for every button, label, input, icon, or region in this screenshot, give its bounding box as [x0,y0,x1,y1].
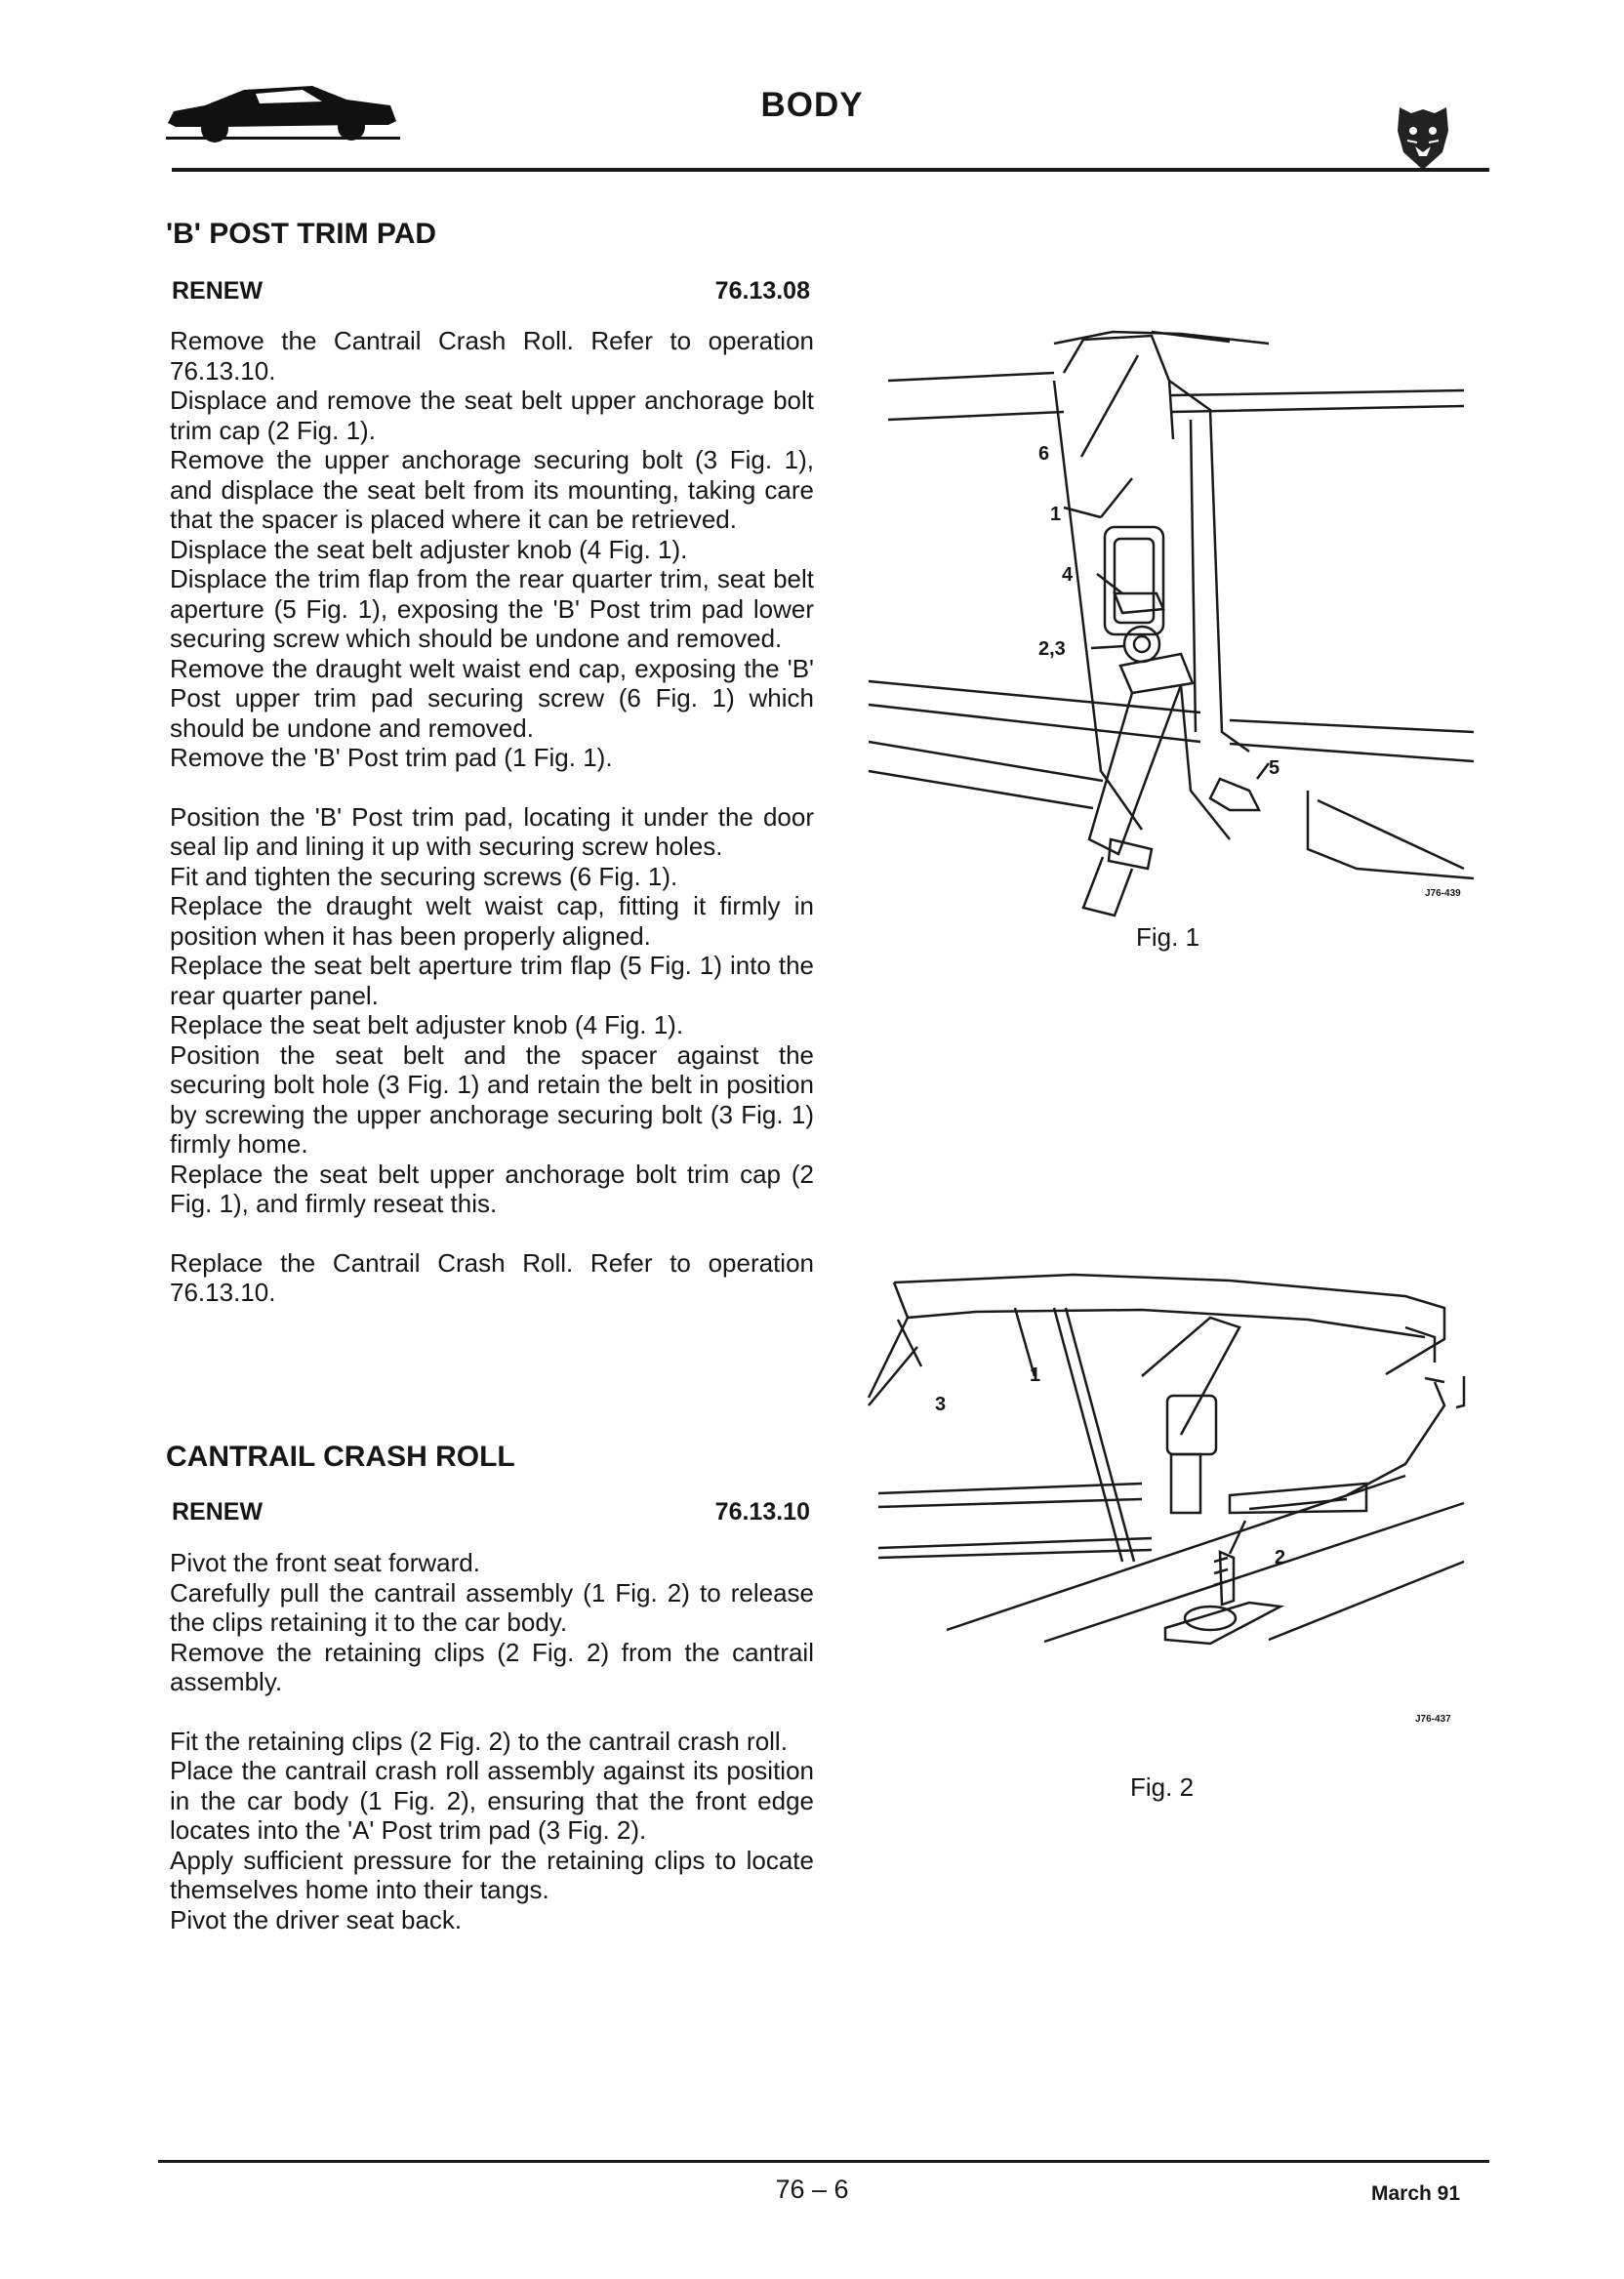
instruction-line: Apply sufficient pressure for the retain… [170,1845,814,1905]
figure-1-callout: 6 [1038,443,1050,465]
section-title-b-post: 'B' POST TRIM PAD [166,218,437,250]
section-subrow-b-post: RENEW 76.13.08 [172,277,810,305]
instruction-line: Remove the upper anchorage securing bolt… [170,445,814,534]
figure-1-callout: 1 [1050,504,1062,525]
jaguar-head-icon [1398,107,1448,170]
figure-1-callout: 5 [1269,757,1280,779]
instruction-line: Place the cantrail crash roll assembly a… [170,1756,814,1845]
header-rule [172,168,1489,172]
section-subtitle: RENEW [172,277,264,305]
figure-2-code: J76-437 [1415,1714,1451,1725]
instruction-line: Replace the seat belt aperture trim flap… [170,951,814,1010]
page-number: 76 – 6 [775,2175,849,2204]
instruction-line: Replace the draught welt waist cap, fitt… [170,891,814,951]
figure-2-callout: 2 [1275,1547,1286,1568]
instruction-line: Remove the draught welt waist end cap, e… [170,653,814,743]
section-subtitle: RENEW [172,1498,264,1526]
instruction-line: Displace the trim flap from the rear qua… [170,564,814,653]
instruction-line: Replace the Cantrail Crash Roll. Refer t… [170,1247,814,1308]
instruction-line: Position the 'B' Post trim pad, locating… [170,801,814,862]
figure-1-b-post-diagram [859,322,1483,917]
instruction-line: Pivot the front seat forward. [170,1548,480,1577]
section-subrow-cantrail: RENEW 76.13.10 [172,1498,810,1526]
instruction-line: Position the seat belt and the spacer ag… [170,1039,814,1160]
instruction-line: Displace and remove the seat belt upper … [170,386,814,445]
operation-reference: 76.13.10 [714,1498,810,1526]
instruction-line: Fit the retaining clips (2 Fig. 2) to th… [170,1726,788,1756]
instruction-line: Remove the Cantrail Crash Roll. Refer to… [170,326,814,386]
car-silhouette-icon [166,86,400,142]
instruction-line: Pivot the driver seat back. [170,1904,463,1934]
figure-2-callout: 3 [935,1394,947,1415]
figure-2-callout: 1 [1030,1364,1041,1386]
instruction-line: Remove the retaining clips (2 Fig. 2) fr… [170,1637,814,1697]
issue-date: March 91 [1371,2182,1461,2205]
section-title-cantrail: CANTRAIL CRASH ROLL [166,1441,515,1473]
instruction-line: Remove the 'B' Post trim pad (1 Fig. 1). [170,743,613,772]
operation-reference: 76.13.08 [714,277,810,305]
figure-1-callout: 2,3 [1038,638,1066,660]
figure-1-callout: 4 [1062,564,1074,586]
instruction-line: Displace the seat belt adjuster knob (4 … [170,534,688,564]
figure-1-code: J76-439 [1425,888,1461,899]
b-post-instructions: Remove the Cantrail Crash Roll. Refer to… [170,326,814,1308]
instruction-line: Carefully pull the cantrail assembly (1 … [170,1577,814,1638]
header-title: BODY [760,86,864,124]
figure-2-cantrail-diagram [859,1269,1483,1737]
instruction-line: Fit and tighten the securing screws (6 F… [170,861,678,891]
figure-2-caption: Fig. 2 [1130,1772,1195,1802]
instruction-line: Replace the seat belt upper anchorage bo… [170,1159,814,1219]
instruction-line: Replace the seat belt adjuster knob (4 F… [170,1010,684,1039]
cantrail-instructions: Pivot the front seat forward. Carefully … [170,1548,814,1934]
footer-rule [158,2160,1489,2163]
figure-1-caption: Fig. 1 [1136,922,1200,952]
